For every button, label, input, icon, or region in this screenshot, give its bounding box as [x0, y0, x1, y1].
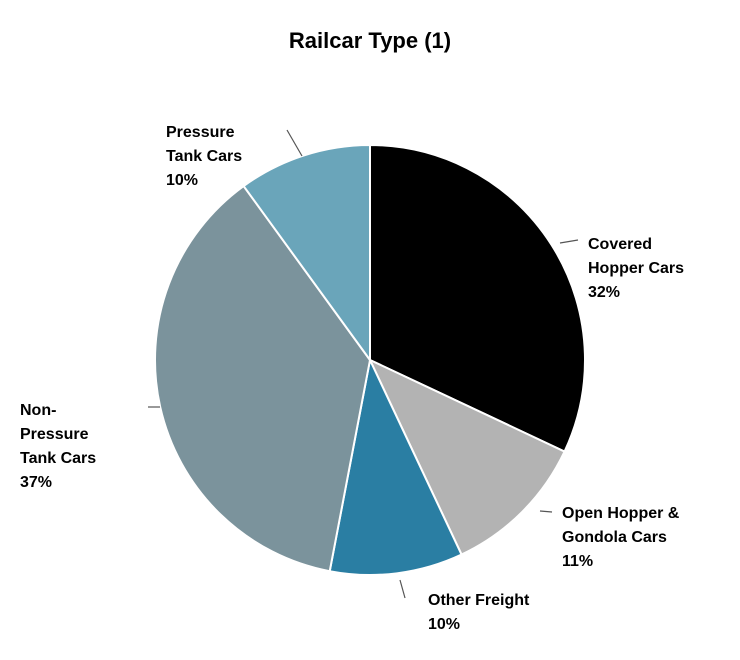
- pie-slice: [242, 143, 371, 364]
- value-label: 32%: [588, 284, 621, 301]
- slice-label: Pressure Tank Cars 10%: [166, 121, 242, 193]
- leader-line: [399, 579, 406, 599]
- slice-label: Open Hopper & Gondola Cars 11%: [562, 502, 679, 574]
- category-label: Pressure Tank Cars: [166, 124, 243, 165]
- leader-line: [286, 129, 303, 157]
- slice-label: Other Freight 10%: [428, 589, 529, 637]
- pie-slice: [369, 143, 586, 453]
- leader-line: [559, 239, 579, 244]
- category-label: Covered Hopper Cars: [588, 236, 685, 277]
- value-label: 11%: [562, 553, 594, 570]
- category-label: Other Freight: [428, 592, 530, 609]
- slice-label: Covered Hopper Cars 32%: [588, 233, 684, 305]
- value-label: 10%: [166, 172, 199, 189]
- value-label: 37%: [20, 474, 53, 491]
- leader-line: [539, 510, 553, 513]
- value-label: 10%: [428, 616, 461, 633]
- category-label: Open Hopper & Gondola Cars: [562, 505, 680, 546]
- slice-label: Non- Pressure Tank Cars 37%: [20, 399, 96, 495]
- category-label: Non- Pressure Tank Cars: [20, 402, 97, 467]
- pie-slice: [328, 356, 463, 576]
- pie-slice: [154, 184, 372, 573]
- pie-slice: [367, 357, 566, 556]
- chart-title: Railcar Type (1): [288, 28, 452, 53]
